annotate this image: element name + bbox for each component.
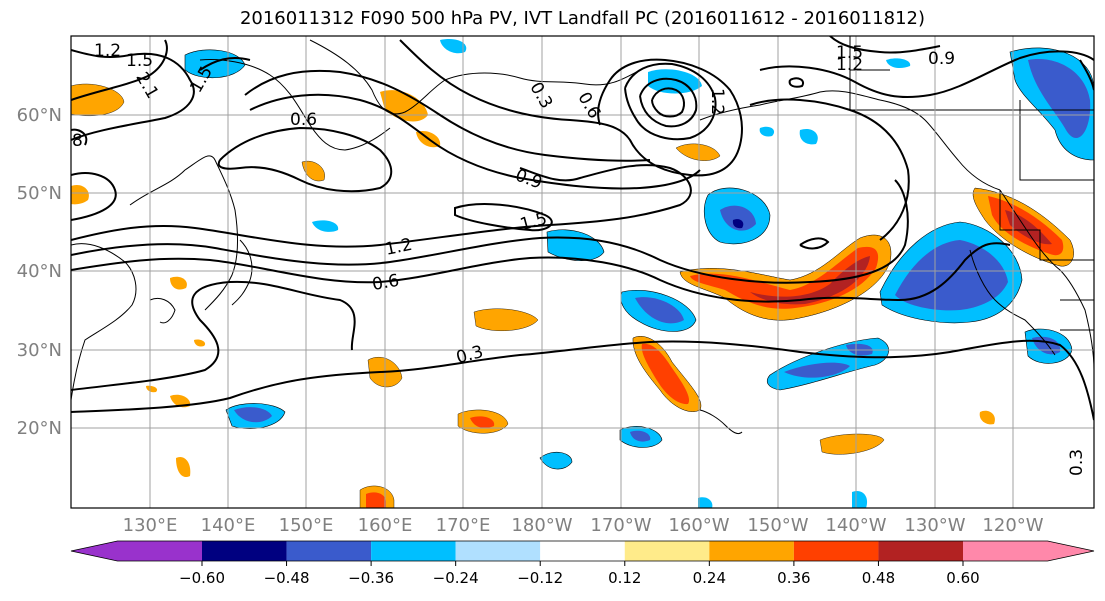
lon-label: 120°W: [982, 515, 1043, 536]
lat-label: 30°N: [17, 340, 62, 361]
colorbar-tick-label: −0.60: [179, 569, 225, 587]
colorbar-segment: [202, 541, 287, 561]
lon-label: 130°W: [904, 515, 965, 536]
contour-label: 0.3: [1067, 449, 1087, 476]
colorbar-tick-label: 0.24: [693, 569, 726, 587]
contour-label: 1.2: [707, 88, 727, 115]
contour-label: 8: [72, 131, 83, 151]
colorbar-segment: [455, 541, 541, 561]
lon-label: 170°E: [436, 515, 491, 536]
colorbar-segment: [286, 541, 372, 561]
colorbar-segment: [71, 541, 202, 561]
map-title: 2016011312 F090 500 hPa PV, IVT Landfall…: [239, 8, 926, 29]
colorbar-outline: [70, 540, 1095, 562]
colorbar-segment: [624, 541, 710, 561]
colorbar-segment: [793, 541, 879, 561]
colorbar-segment: [963, 541, 1094, 561]
lon-label: 180°W: [511, 515, 572, 536]
contour-label: 1.2: [836, 55, 863, 75]
contour-label: 0.9: [928, 49, 955, 69]
colorbar-segment: [709, 541, 794, 561]
contour-label: 0.6: [371, 271, 401, 295]
lon-label: 150°E: [279, 515, 334, 536]
colorbar-segment: [540, 541, 625, 561]
lon-label: 140°E: [201, 515, 256, 536]
map-frame: [70, 35, 1095, 509]
contour-label: 1.5: [126, 51, 153, 71]
colorbar-tick-label: 0.60: [946, 569, 979, 587]
lon-label: 160°W: [668, 515, 729, 536]
contour-label: 1.5: [836, 43, 863, 63]
lon-label: 140°W: [825, 515, 886, 536]
colorbar-tick-label: −0.48: [264, 569, 310, 587]
latitude-labels: 60°N 50°N 40°N 30°N 20°N: [17, 105, 62, 439]
colorbar-ticks: −0.60 −0.48 −0.36 −0.24 −0.12 0.12 0.24 0.36 0.4…: [179, 561, 980, 587]
lat-label: 20°N: [17, 418, 62, 439]
contour-label: 1.2: [94, 41, 121, 61]
lon-label: 150°W: [747, 515, 808, 536]
lon-label: 160°E: [358, 515, 413, 536]
colorbar-tick-label: 0.48: [862, 569, 895, 587]
pv-contours: [71, 36, 1094, 421]
lat-label: 50°N: [17, 183, 62, 204]
lat-label: 40°N: [17, 261, 62, 282]
colorbar: −0.60 −0.48 −0.36 −0.24 −0.12 0.12 0.24 0.36 0.4…: [70, 540, 1095, 587]
lon-label: 130°E: [123, 515, 178, 536]
colorbar-tick-label: 0.36: [777, 569, 810, 587]
colorbar-tick-label: −0.12: [517, 569, 563, 587]
lat-label: 60°N: [17, 105, 62, 126]
colorbar-segment: [371, 541, 456, 561]
gridlines: [71, 36, 1094, 508]
colorbar-tick-label: −0.24: [433, 569, 479, 587]
contour-label: 0.6: [290, 110, 317, 130]
colorbar-tick-label: −0.36: [348, 569, 394, 587]
longitude-labels: 130°E 140°E 150°E 160°E 170°E 180°W 170°…: [123, 515, 1044, 536]
colorbar-tick-label: 0.12: [608, 569, 641, 587]
lon-label: 170°W: [590, 515, 651, 536]
colorbar-segments: [70, 540, 1095, 562]
colorbar-segment: [878, 541, 963, 561]
